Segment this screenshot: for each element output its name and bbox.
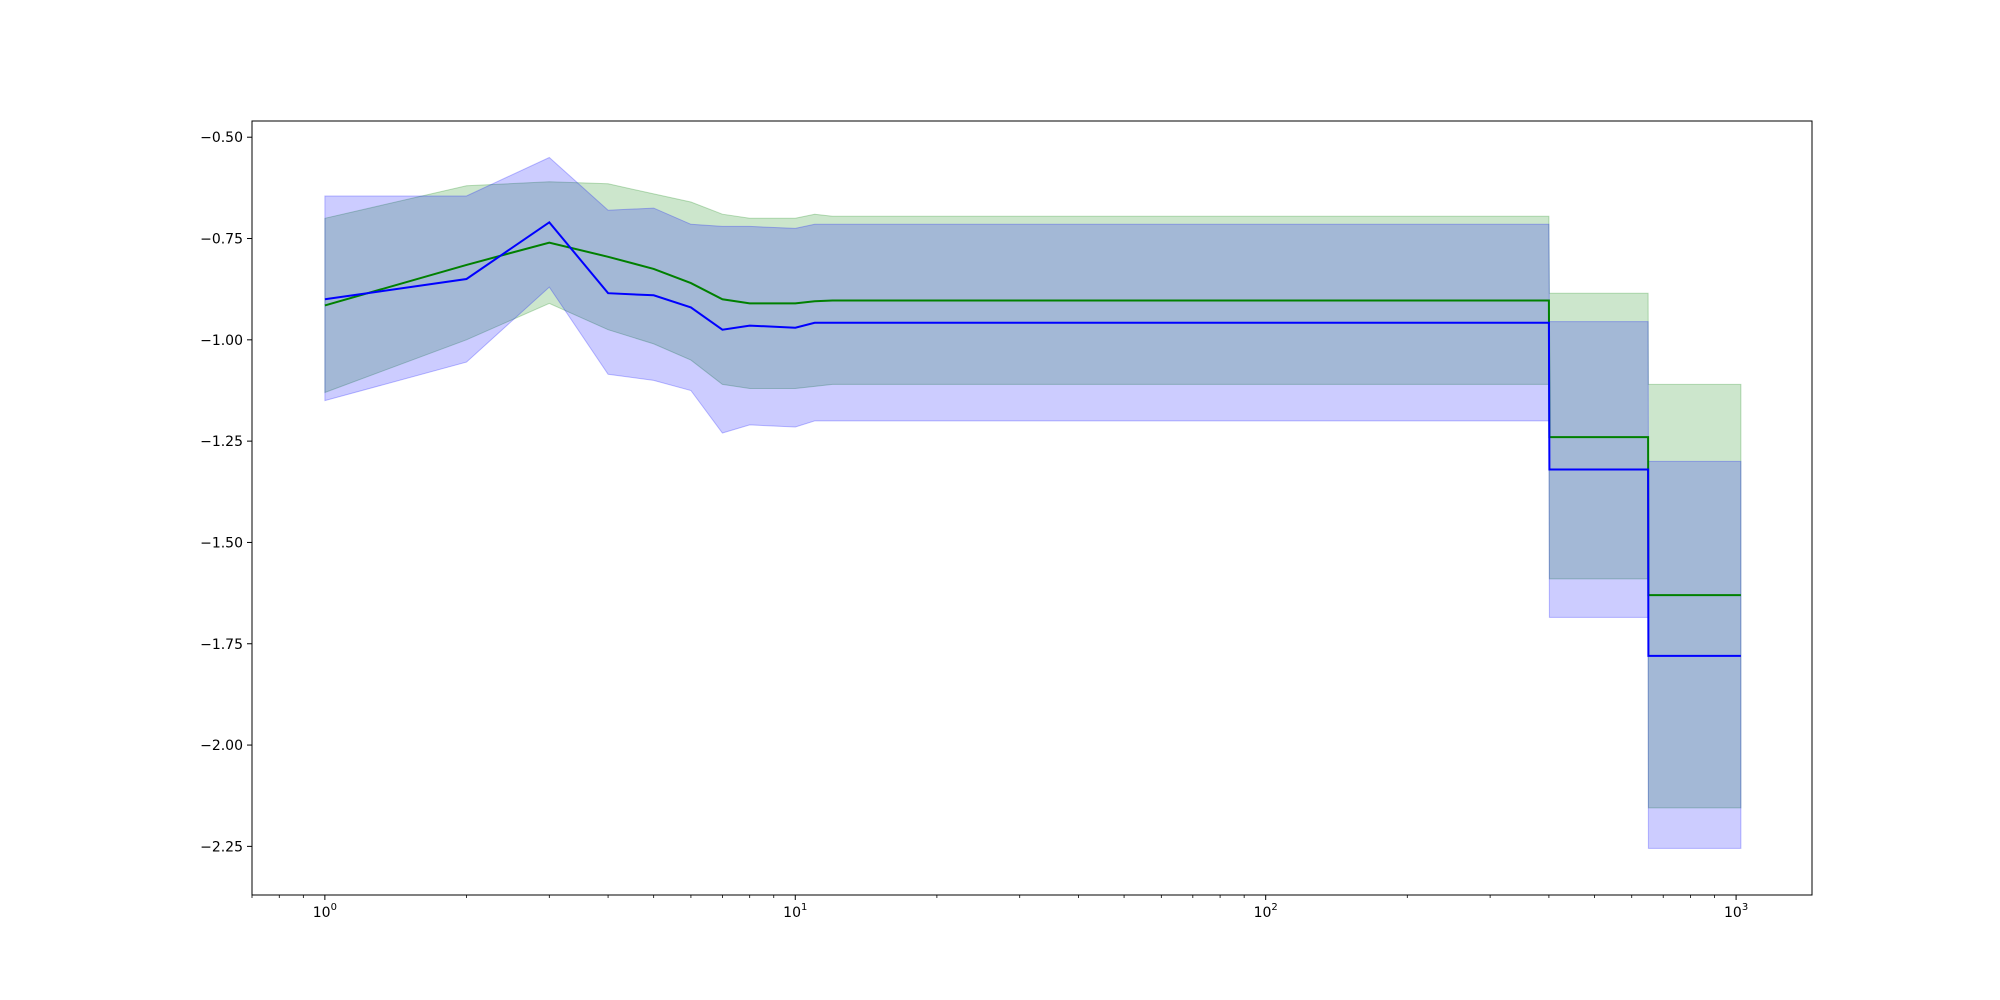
series-0-line — [324, 241, 1741, 597]
x-tick-label: 100 — [313, 902, 337, 921]
x-tick-label: 101 — [783, 902, 807, 921]
y-tick-label: −1.00 — [200, 333, 243, 349]
series-lines — [324, 220, 1741, 657]
confidence-bands — [324, 156, 1742, 849]
plot-area-frame — [251, 120, 1813, 896]
x-tick-label: 102 — [1254, 902, 1278, 921]
x-axis: 100 101 102 103 — [251, 895, 1748, 921]
y-tick-label: −1.75 — [200, 637, 243, 653]
series-1-line — [324, 220, 1741, 657]
series-1-band — [324, 156, 1742, 849]
y-tick-label: −0.50 — [200, 130, 243, 146]
x-tick-label: 103 — [1724, 902, 1748, 921]
y-tick-label: −1.25 — [200, 434, 243, 450]
y-tick-label: −2.00 — [200, 738, 243, 754]
y-tick-label: −0.75 — [200, 232, 243, 248]
y-tick-label: −1.50 — [200, 535, 243, 551]
y-axis: −0.50 −0.75 −1.00 −1.25 −1.50 −1.75 −2.00 −2.25 — [200, 130, 252, 855]
series-0-band — [324, 181, 1742, 809]
y-tick-label: −2.25 — [200, 839, 243, 855]
